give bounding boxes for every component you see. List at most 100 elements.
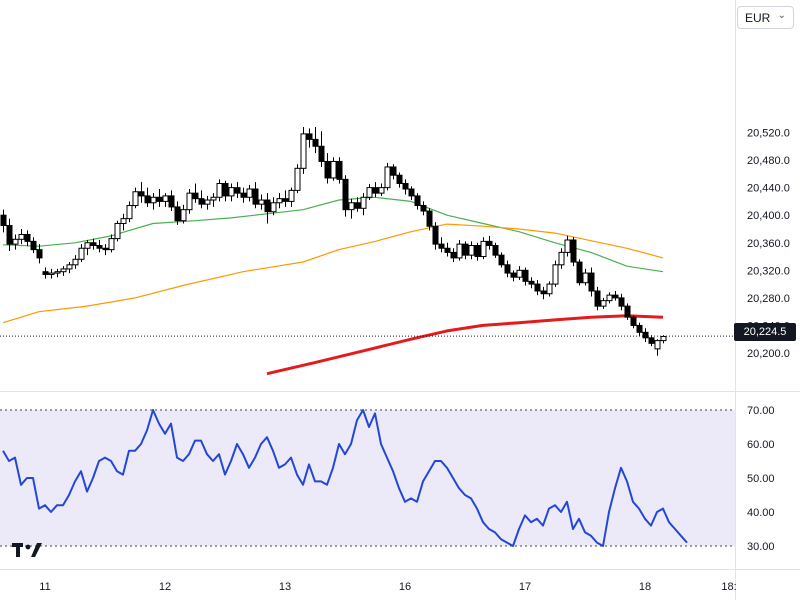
candle-body — [510, 272, 517, 278]
candle — [390, 164, 397, 180]
candle-body — [576, 261, 583, 284]
candle — [588, 267, 595, 297]
candle-body — [240, 192, 247, 198]
time-tick-label: 11 — [39, 581, 50, 593]
candle — [60, 266, 67, 276]
candle — [258, 194, 265, 210]
price-tick-label: 20,280.0 — [747, 293, 790, 305]
candle — [324, 153, 331, 184]
candle-body — [30, 240, 37, 251]
candle — [384, 162, 391, 191]
candle — [504, 260, 511, 278]
candle — [654, 339, 661, 356]
candle — [342, 175, 349, 217]
candle — [36, 244, 43, 264]
candle-body — [636, 324, 643, 333]
candle-body — [330, 160, 337, 179]
candle-body — [0, 214, 7, 227]
candle — [474, 242, 481, 261]
candle — [534, 279, 541, 296]
time-tick-label: 17 — [519, 581, 531, 593]
time-tick-label: 12 — [159, 581, 171, 593]
candle-body — [306, 133, 313, 140]
candle-body — [48, 272, 55, 275]
candle-body — [90, 242, 97, 247]
candle — [18, 228, 25, 245]
candle — [522, 267, 529, 286]
candle-body — [312, 138, 319, 147]
candle-body — [558, 251, 565, 266]
candle-body — [270, 202, 277, 213]
candle-body — [612, 294, 619, 299]
currency-selector[interactable]: EUR ⌄ — [737, 6, 794, 29]
candle — [276, 193, 283, 209]
candle-body — [66, 264, 73, 270]
candle-body — [564, 239, 571, 253]
candle-body — [300, 133, 307, 169]
candle-body — [390, 166, 397, 176]
candle-body — [360, 196, 367, 209]
candle — [642, 328, 649, 342]
candle — [414, 193, 421, 210]
candle-body — [12, 238, 19, 245]
candle-body — [504, 264, 511, 274]
candle-body — [42, 271, 49, 275]
candle-body — [600, 300, 607, 307]
candle — [576, 259, 583, 286]
candle-body — [588, 272, 595, 292]
candle — [468, 241, 475, 260]
candle — [582, 268, 589, 286]
candle-body — [438, 243, 445, 249]
candle — [90, 238, 97, 250]
rsi-band — [0, 410, 735, 546]
candle — [72, 255, 79, 269]
candle — [600, 297, 607, 309]
candle-body — [366, 187, 373, 198]
candle-body — [384, 166, 391, 189]
candle — [156, 189, 163, 207]
candle-body — [144, 195, 151, 204]
candle-body — [660, 335, 667, 342]
rsi-tick-label: 70.00 — [747, 405, 775, 417]
candle — [150, 193, 157, 210]
candle — [636, 322, 643, 337]
moving-average-line — [2, 223, 664, 324]
candle-body — [498, 254, 505, 266]
tradingview-logo — [12, 543, 42, 557]
candle-body — [258, 199, 265, 205]
candle — [624, 303, 631, 320]
candle — [30, 237, 37, 254]
rsi-line — [2, 409, 688, 547]
candle — [456, 239, 463, 261]
candle — [300, 126, 307, 174]
candle — [204, 195, 211, 210]
price-tick-label: 20,520.0 — [747, 128, 790, 140]
candle — [516, 266, 523, 280]
candle — [102, 244, 109, 256]
candle — [234, 182, 241, 198]
candle — [252, 182, 259, 209]
candle-body — [462, 243, 469, 256]
candle — [618, 293, 625, 311]
candle-body — [480, 240, 487, 258]
candle-body — [594, 290, 601, 307]
candle-body — [474, 245, 481, 258]
candle-body — [6, 225, 13, 245]
candle — [354, 197, 361, 212]
candle — [270, 197, 277, 216]
candle — [510, 270, 517, 282]
candle-body — [654, 340, 661, 350]
candle-body — [618, 297, 625, 307]
candle-body — [150, 196, 157, 204]
candle-body — [138, 191, 145, 197]
candle — [138, 182, 145, 203]
candle-body — [156, 196, 163, 202]
candle — [108, 234, 115, 253]
candle — [612, 290, 619, 301]
candle-body — [102, 247, 109, 251]
candle — [162, 193, 169, 207]
candle-body — [408, 188, 415, 197]
time-tick-label: 16 — [399, 581, 411, 593]
candle — [336, 157, 343, 184]
